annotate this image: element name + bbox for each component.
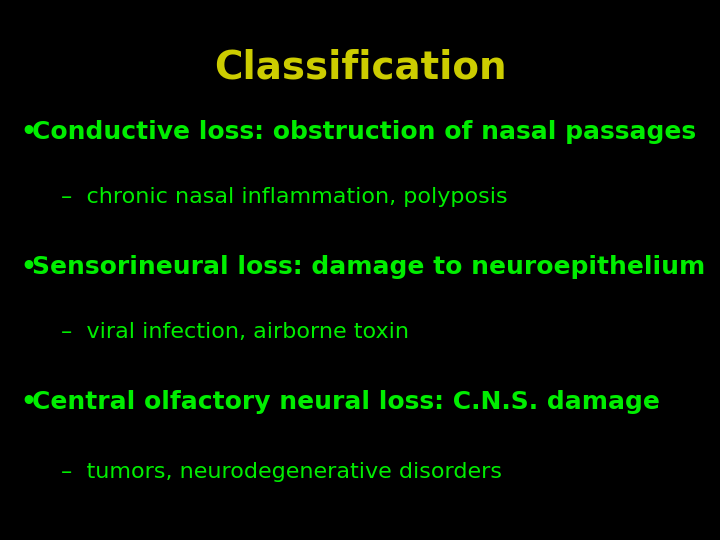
Text: Conductive loss: obstruction of nasal passages: Conductive loss: obstruction of nasal pa…	[32, 120, 696, 144]
Text: Sensorineural loss: damage to neuroepithelium: Sensorineural loss: damage to neuroepith…	[32, 255, 706, 279]
Text: •: •	[20, 390, 36, 414]
Text: –  tumors, neurodegenerative disorders: – tumors, neurodegenerative disorders	[61, 462, 503, 483]
Text: –  chronic nasal inflammation, polyposis: – chronic nasal inflammation, polyposis	[61, 187, 508, 207]
Text: Classification: Classification	[214, 49, 506, 86]
Text: •: •	[20, 120, 36, 144]
Text: Central olfactory neural loss: C.N.S. damage: Central olfactory neural loss: C.N.S. da…	[32, 390, 660, 414]
Text: •: •	[20, 255, 36, 279]
Text: –  viral infection, airborne toxin: – viral infection, airborne toxin	[61, 322, 409, 342]
